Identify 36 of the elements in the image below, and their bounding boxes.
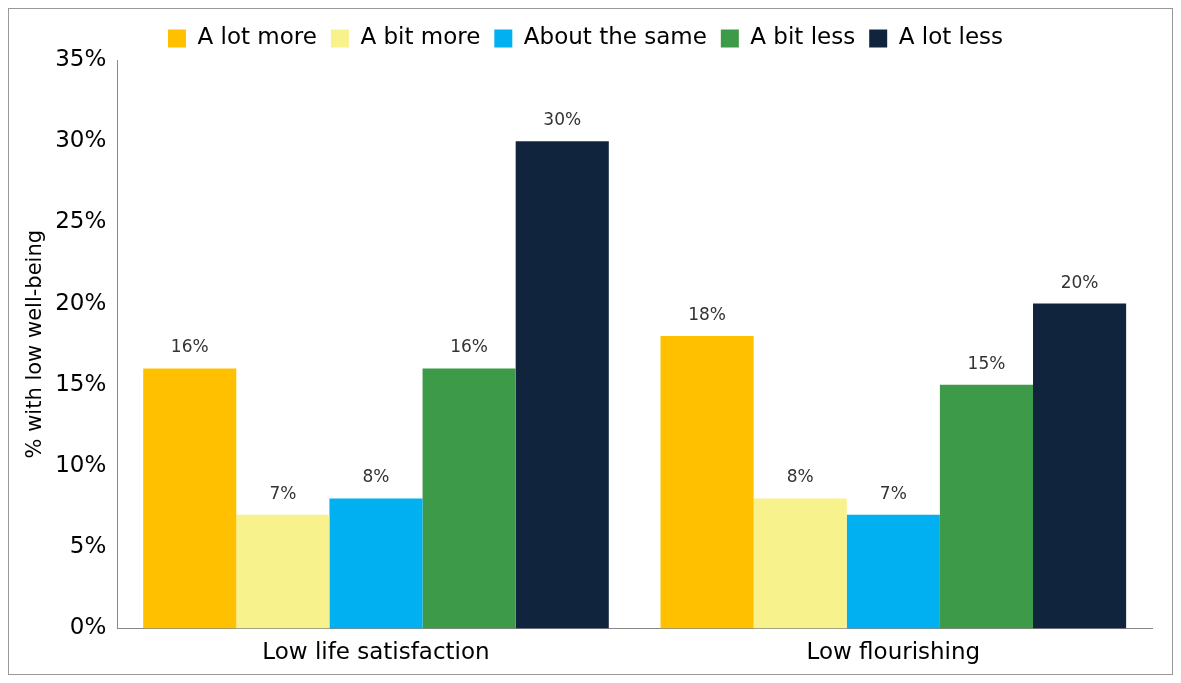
bar xyxy=(846,514,940,629)
data-label: 16% xyxy=(450,336,489,357)
y-tick-label: 30% xyxy=(55,126,107,153)
bar xyxy=(143,368,237,629)
data-label: 16% xyxy=(170,336,209,357)
y-tick-label: 5% xyxy=(69,532,107,559)
bar xyxy=(660,336,754,629)
y-tick-label: 20% xyxy=(55,288,107,315)
data-label: 30% xyxy=(543,109,582,130)
legend-label: A lot less xyxy=(898,23,1004,50)
y-axis-title: % with low well-being xyxy=(22,229,47,459)
data-label: 7% xyxy=(269,482,297,503)
y-tick-label: 15% xyxy=(55,369,107,396)
bar xyxy=(329,498,423,629)
bar xyxy=(515,141,609,629)
data-label: 20% xyxy=(1060,271,1099,292)
y-tick-label: 25% xyxy=(55,207,107,234)
bar xyxy=(1033,303,1127,629)
data-label: 8% xyxy=(786,466,814,487)
data-label: 8% xyxy=(362,466,390,487)
legend-label: A bit more xyxy=(360,23,481,50)
x-tick-label: Low life satisfaction xyxy=(262,638,490,665)
y-tick-label: 0% xyxy=(69,613,107,640)
x-tick-label: Low flourishing xyxy=(806,638,981,665)
y-tick-label: 10% xyxy=(55,450,107,477)
bar xyxy=(939,384,1034,629)
bar xyxy=(422,368,516,629)
legend-label: A lot more xyxy=(197,23,317,50)
bar xyxy=(753,498,847,629)
y-tick-label: 35% xyxy=(55,44,107,71)
data-label: 18% xyxy=(688,304,726,324)
bar xyxy=(236,514,330,629)
data-label: 7% xyxy=(879,482,907,503)
data-label: 15% xyxy=(967,352,1006,373)
legend-label: A bit less xyxy=(750,23,856,50)
legend-label: About the same xyxy=(523,23,707,50)
